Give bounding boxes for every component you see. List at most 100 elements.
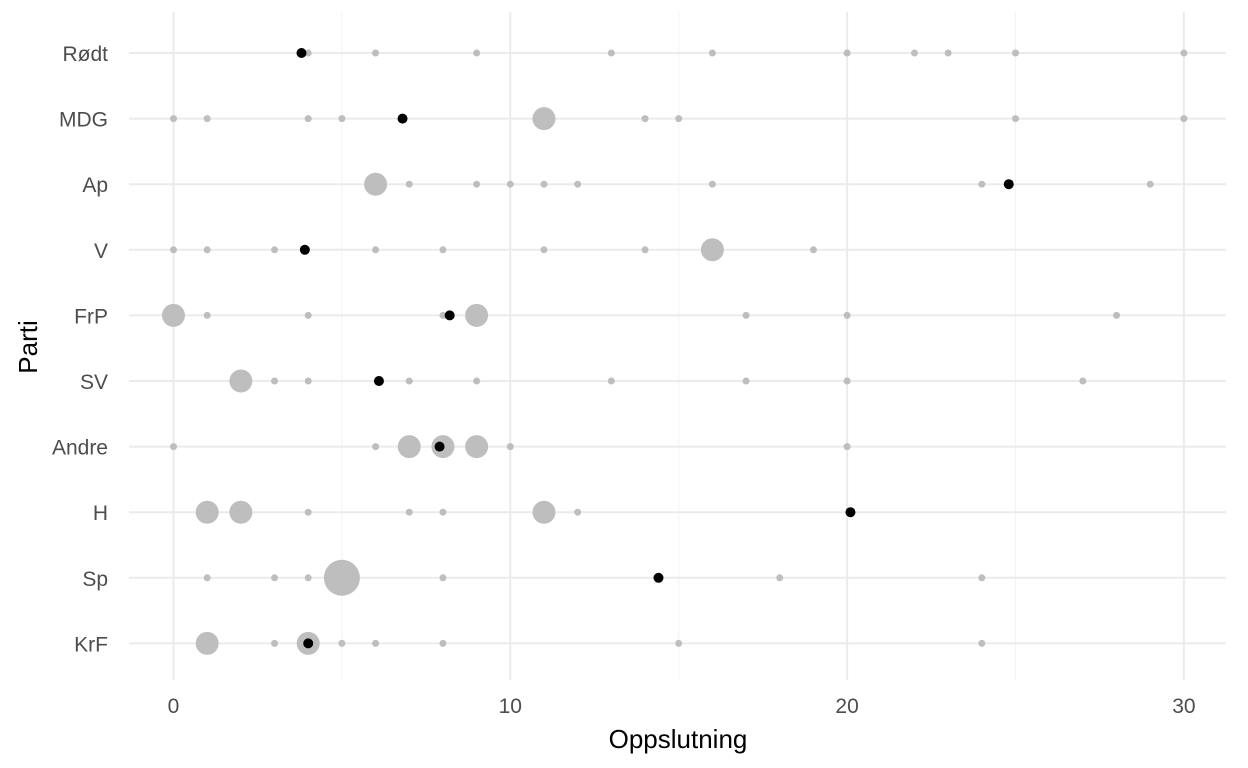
y-tick-label: KrF xyxy=(74,633,108,656)
x-tick-label: 10 xyxy=(499,695,522,718)
observation-point xyxy=(304,377,312,385)
observation-point xyxy=(229,500,253,524)
highlight-point xyxy=(434,441,445,452)
observation-point xyxy=(338,115,346,123)
y-tick-label: FrP xyxy=(74,305,108,328)
observation-point xyxy=(742,377,750,385)
observation-point xyxy=(1113,311,1121,319)
highlight-point xyxy=(303,638,314,649)
y-tick-label: Rødt xyxy=(62,43,108,66)
observation-point xyxy=(203,246,211,254)
observation-point xyxy=(271,574,279,582)
x-tick-label: 0 xyxy=(168,695,180,718)
observation-point xyxy=(506,443,514,451)
observation-point xyxy=(372,443,380,451)
observation-point xyxy=(675,115,683,123)
observation-point xyxy=(700,238,724,262)
observation-point xyxy=(271,246,279,254)
observation-point xyxy=(304,508,312,516)
highlight-point xyxy=(373,376,384,386)
x-tick-label: 20 xyxy=(835,695,858,718)
observation-point xyxy=(708,49,716,57)
y-axis-title: Parti xyxy=(13,320,43,373)
highlight-point xyxy=(299,244,310,255)
observation-point xyxy=(978,180,986,188)
observation-point xyxy=(304,115,312,123)
observation-point xyxy=(372,639,380,647)
observation-point xyxy=(574,180,582,188)
y-tick-label: MDG xyxy=(59,109,108,132)
observation-point xyxy=(473,377,481,385)
observation-point xyxy=(540,180,548,188)
observation-point xyxy=(607,377,615,385)
observation-point xyxy=(540,246,548,254)
highlight-point xyxy=(397,113,408,124)
observation-point xyxy=(708,180,716,188)
x-tick-labels: 0 10 20 30 xyxy=(168,695,1196,718)
y-tick-label: SV xyxy=(80,371,108,394)
highlight-point xyxy=(444,310,455,321)
y-tick-label: Ap xyxy=(82,174,108,197)
observation-point xyxy=(323,559,360,596)
observation-point xyxy=(809,246,817,254)
observation-point xyxy=(843,49,851,57)
y-tick-label: Sp xyxy=(82,568,108,591)
observation-point xyxy=(439,311,447,319)
observation-point xyxy=(304,574,312,582)
observation-point xyxy=(439,639,447,647)
grid-lines xyxy=(129,12,1226,680)
observation-point xyxy=(1146,180,1154,188)
observation-point xyxy=(910,49,918,57)
observation-point xyxy=(641,115,649,123)
x-tick-label: 30 xyxy=(1172,695,1195,718)
observation-point xyxy=(1079,377,1087,385)
observation-point xyxy=(465,435,489,459)
observation-point xyxy=(978,574,986,582)
highlight-point xyxy=(1003,179,1014,190)
highlight-points xyxy=(296,48,1014,649)
observation-point xyxy=(843,443,851,451)
observation-point xyxy=(372,246,380,254)
observation-points xyxy=(162,49,1188,655)
observation-point xyxy=(1180,115,1188,123)
observation-point xyxy=(532,107,556,131)
observation-point xyxy=(465,303,489,327)
observation-point xyxy=(473,180,481,188)
observation-point xyxy=(338,639,346,647)
observation-point xyxy=(405,180,413,188)
observation-point xyxy=(439,246,447,254)
observation-point xyxy=(405,508,413,516)
highlight-point xyxy=(296,48,307,58)
observation-point xyxy=(203,311,211,319)
y-tick-labels: Rødt MDG Ap V FrP SV Andre H Sp KrF xyxy=(52,43,108,656)
observation-point xyxy=(170,443,177,451)
x-axis-title: Oppslutning xyxy=(609,724,748,754)
highlight-point xyxy=(653,572,664,583)
observation-point xyxy=(1012,115,1019,123)
observation-point xyxy=(607,49,615,57)
observation-point xyxy=(229,369,253,393)
observation-point xyxy=(405,377,413,385)
observation-point xyxy=(170,246,177,254)
observation-point xyxy=(372,49,380,57)
observation-point xyxy=(304,311,312,319)
y-tick-label: H xyxy=(93,502,108,525)
observation-point xyxy=(675,639,683,647)
observation-point xyxy=(203,115,211,123)
observation-point xyxy=(203,574,211,582)
observation-point xyxy=(195,631,219,655)
observation-point xyxy=(195,500,219,524)
observation-point xyxy=(742,311,750,319)
observation-point xyxy=(271,377,279,385)
observation-point xyxy=(843,311,851,319)
observation-point xyxy=(944,49,952,57)
observation-point xyxy=(641,246,649,254)
highlight-point xyxy=(845,507,856,518)
observation-point xyxy=(843,377,851,385)
y-tick-label: Andre xyxy=(52,437,108,460)
observation-point xyxy=(1180,49,1188,57)
observation-point xyxy=(776,574,784,582)
observation-point xyxy=(364,172,388,196)
observation-point xyxy=(532,500,556,524)
observation-point xyxy=(439,574,447,582)
